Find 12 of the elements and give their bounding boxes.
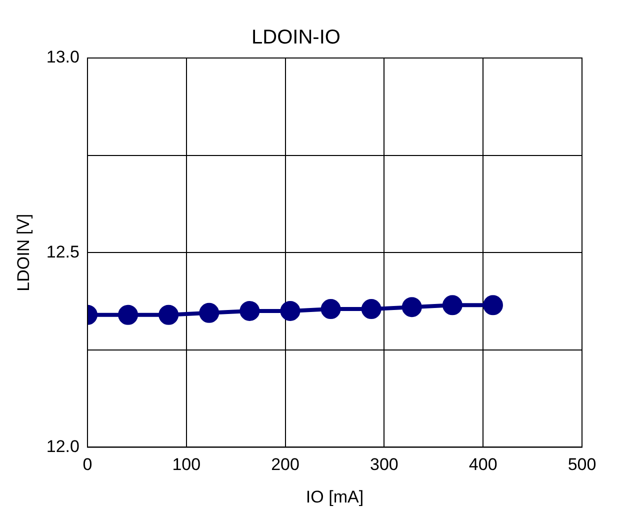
y-tick-label: 13.0 [46, 48, 80, 67]
x-axis-title: IO [mA] [306, 487, 364, 506]
y-tick-label: 12.5 [46, 242, 80, 262]
chart-title: LDOIN-IO [252, 26, 340, 49]
x-tick-label: 100 [172, 455, 201, 474]
x-tick-label: 0 [82, 455, 92, 474]
y-axis-title: LDOIN [V] [14, 214, 33, 292]
x-tick-label: 300 [370, 455, 398, 474]
x-tick-label: 400 [468, 455, 498, 474]
x-tick-label: 200 [271, 455, 300, 474]
x-tick-label: 500 [568, 455, 596, 474]
y-tick-label: 12.0 [46, 436, 80, 456]
